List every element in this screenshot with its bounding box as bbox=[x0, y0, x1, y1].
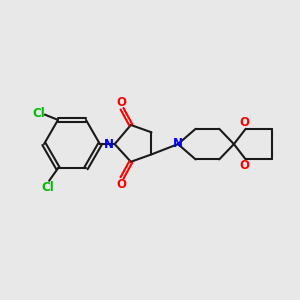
Text: O: O bbox=[116, 178, 126, 191]
Text: O: O bbox=[116, 96, 126, 110]
Text: Cl: Cl bbox=[32, 106, 45, 120]
Text: Cl: Cl bbox=[41, 181, 54, 194]
Text: N: N bbox=[173, 137, 183, 150]
Text: O: O bbox=[239, 116, 249, 129]
Text: O: O bbox=[239, 159, 249, 172]
Text: N: N bbox=[104, 138, 114, 151]
